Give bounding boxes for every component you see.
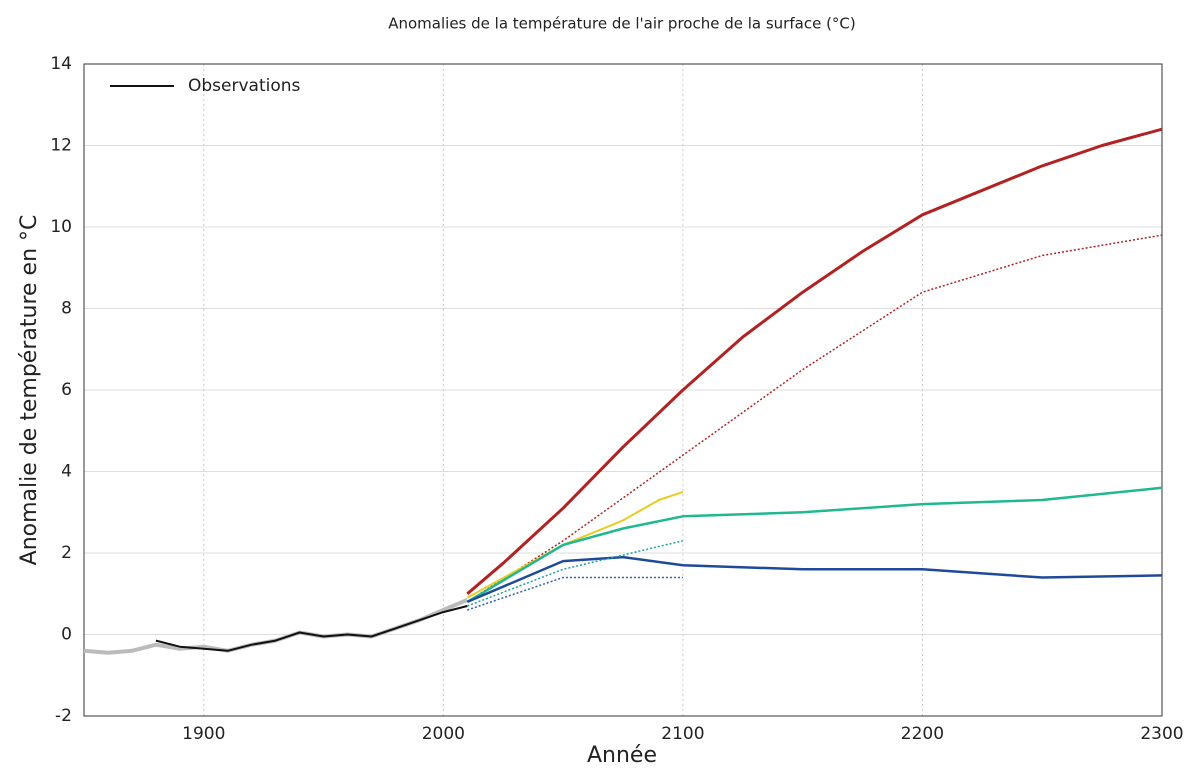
y-tick-label: 2: [61, 543, 72, 563]
series-line: [466, 127, 1163, 595]
y-tick-label: 8: [61, 299, 72, 319]
y-tick-label: -2: [55, 706, 72, 726]
y-tick-label: 14: [50, 54, 72, 74]
x-tick-label: 2000: [422, 724, 465, 744]
series-line: [466, 486, 1163, 603]
legend-label: Observations: [188, 76, 301, 96]
series-line: [155, 605, 468, 652]
y-tick-label: 4: [61, 462, 72, 482]
y-tick-label: 0: [61, 625, 72, 645]
series-line: [466, 555, 1163, 604]
series-line: [467, 540, 684, 607]
series-line: [83, 598, 469, 655]
y-axis-label: Anomalie de température en °C: [17, 215, 42, 566]
x-tick-label: 2200: [901, 724, 944, 744]
y-tick-label: 12: [50, 136, 72, 156]
chart-title: Anomalies de la température de l'air pro…: [388, 15, 856, 33]
x-tick-label: 1900: [182, 724, 225, 744]
series-line: [466, 234, 1163, 603]
series-line: [467, 576, 683, 611]
plot-frame: [83, 63, 1163, 717]
y-tick-label: 10: [50, 217, 72, 237]
x-axis-label: Année: [587, 743, 657, 768]
x-tick-label: 2300: [1140, 724, 1183, 744]
y-tick-label: 6: [61, 380, 72, 400]
x-tick-label: 2100: [661, 724, 704, 744]
